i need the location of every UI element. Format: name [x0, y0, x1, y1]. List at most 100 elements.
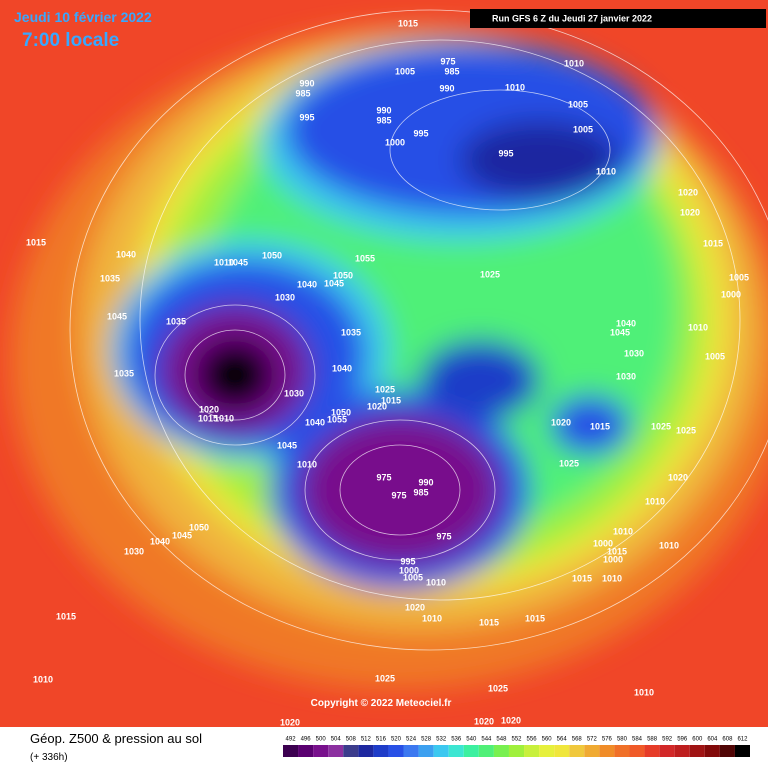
- isobar-label: 975: [440, 56, 455, 66]
- isobar-label: 1025: [488, 683, 508, 693]
- isobar-label: 1045: [107, 311, 127, 321]
- isobar-label: 1010: [505, 82, 525, 92]
- isobar-label: 1015: [525, 613, 545, 623]
- isobar-label: 990: [418, 477, 433, 487]
- footer-subtitle: (+ 336h): [30, 752, 68, 763]
- scale-swatch: [418, 745, 434, 757]
- scale-swatch: [659, 745, 675, 757]
- scale-label: 532: [436, 737, 447, 743]
- isobar-label: 1035: [100, 273, 120, 283]
- isobar-label: 1015: [572, 573, 592, 583]
- run-info: Run GFS 6 Z du Jeudi 27 janvier 2022: [492, 13, 652, 23]
- isobar-label: 1020: [678, 187, 698, 197]
- isobar-label: 1020: [280, 717, 300, 727]
- isobar-label: 1025: [480, 269, 500, 279]
- isobar-label: 1000: [385, 137, 405, 147]
- scale-swatch: [719, 745, 735, 757]
- isobar-label: 985: [413, 487, 428, 497]
- isobar-label: 1015: [26, 237, 46, 247]
- isobar-label: 1040: [616, 318, 636, 328]
- isobar-label: 995: [299, 112, 314, 122]
- scale-label: 568: [572, 737, 583, 743]
- scale-label: 544: [481, 737, 492, 743]
- isobar-label: 1020: [668, 472, 688, 482]
- scale-swatch: [313, 745, 329, 757]
- isobar-label: 1045: [324, 278, 344, 288]
- color-scale: 492 496 500 504 508 512 516 520 524 528 532 536 540 5…: [283, 737, 750, 757]
- map-date: Jeudi 10 février 2022: [14, 9, 152, 25]
- isobar-label: 1010: [426, 577, 446, 587]
- scale-swatch: [298, 745, 314, 757]
- footer-title: Géop. Z500 & pression au sol: [30, 731, 202, 746]
- isobar-label: 1025: [375, 384, 395, 394]
- scale-swatch: [283, 745, 299, 757]
- scale-label: 592: [662, 737, 673, 743]
- isobar-label: 985: [444, 66, 459, 76]
- isobar-label: 1020: [501, 715, 521, 725]
- isobar-label: 1055: [327, 414, 347, 424]
- scale-label: 604: [707, 737, 718, 743]
- isobar-label: 975: [376, 472, 391, 482]
- isobar-label: 1035: [341, 327, 361, 337]
- isobar-label: 1015: [703, 238, 723, 248]
- scale-swatch: [539, 745, 555, 757]
- isobar-label: 1025: [559, 458, 579, 468]
- scale-label: 608: [722, 737, 733, 743]
- map-field: [0, 0, 768, 727]
- scale-label: 564: [557, 737, 568, 743]
- isobar-label: 1020: [551, 417, 571, 427]
- isobar-label: 1015: [381, 395, 401, 405]
- isobar-label: 1030: [284, 388, 304, 398]
- isobar-label: 1010: [214, 257, 234, 267]
- scale-label: 548: [496, 737, 507, 743]
- scale-label: 540: [466, 737, 477, 743]
- isobar-label: 1005: [568, 99, 588, 109]
- scale-swatch: [704, 745, 720, 757]
- scale-label: 512: [361, 737, 372, 743]
- scale-label: 556: [527, 737, 538, 743]
- isobar-label: 1010: [214, 413, 234, 423]
- isobar-label: 1010: [602, 573, 622, 583]
- isobar-label: 1030: [616, 371, 636, 381]
- scale-swatch: [373, 745, 389, 757]
- isobar-label: 1020: [199, 404, 219, 414]
- isobar-label: 990: [439, 83, 454, 93]
- isobar-label: 1010: [659, 540, 679, 550]
- isobar-label: 1020: [405, 602, 425, 612]
- isobar-label: 1010: [33, 674, 53, 684]
- scale-label: 496: [301, 737, 312, 743]
- isobar-label: 1035: [166, 316, 186, 326]
- isobar-label: 1015: [398, 18, 418, 28]
- scale-label: 580: [617, 737, 628, 743]
- isobar-label: 1005: [403, 572, 423, 582]
- isobar-label: 1000: [399, 565, 419, 575]
- isobar-label: 1040: [297, 279, 317, 289]
- scale-swatch: [328, 745, 344, 757]
- scale-label: 612: [737, 737, 748, 743]
- scale-label: 492: [286, 737, 297, 743]
- scale-swatch: [433, 745, 449, 757]
- isobar-label: 1015: [56, 611, 76, 621]
- isobar-label: 1010: [613, 526, 633, 536]
- isobar-label: 985: [376, 115, 391, 125]
- scale-label: 552: [511, 737, 522, 743]
- isobar-label: 1005: [395, 66, 415, 76]
- isobar-label: 975: [436, 531, 451, 541]
- isobar-label: 1045: [172, 530, 192, 540]
- isobar-label: 1025: [676, 425, 696, 435]
- scale-label: 560: [542, 737, 553, 743]
- isobar-label: 1010: [297, 459, 317, 469]
- isobar-label: 1010: [634, 687, 654, 697]
- isobar-label: 990: [299, 78, 314, 88]
- scale-label: 528: [421, 737, 432, 743]
- scale-swatch: [343, 745, 359, 757]
- isobar-label: 1020: [367, 401, 387, 411]
- isobar-label: 1030: [275, 292, 295, 302]
- scale-swatch: [448, 745, 464, 757]
- isobar-label: 1015: [479, 617, 499, 627]
- isobar-label: 1010: [688, 322, 708, 332]
- isobar-label: 1050: [333, 270, 353, 280]
- isobar-label: 990: [376, 105, 391, 115]
- scale-swatch: [674, 745, 690, 757]
- isobar-label: 1040: [116, 249, 136, 259]
